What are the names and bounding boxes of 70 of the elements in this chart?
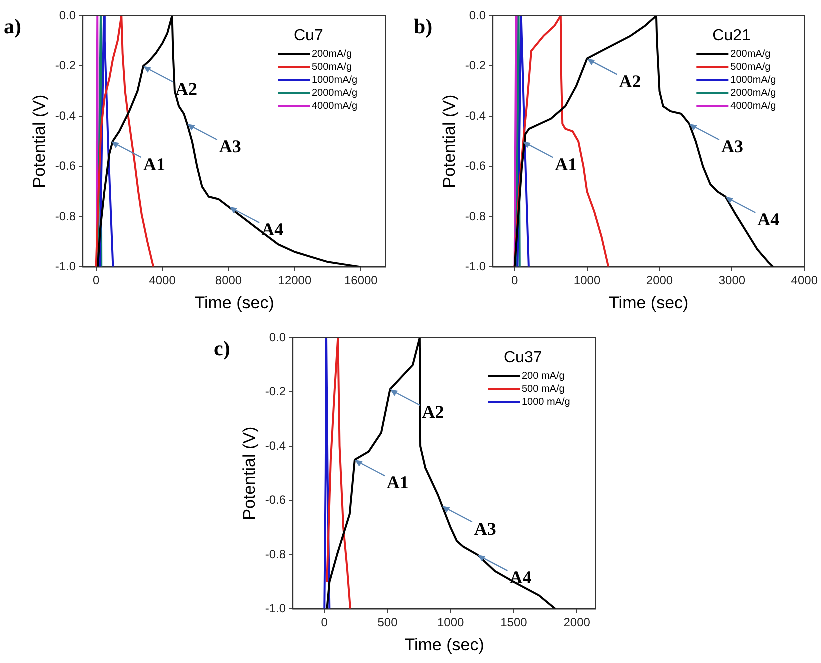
y-tick-label: 0.0 xyxy=(59,8,76,22)
annotation: A1 xyxy=(386,472,409,493)
legend-title: Cu21 xyxy=(712,27,752,44)
y-axis-title: Potential (V) xyxy=(30,94,49,188)
chart-title: b) xyxy=(414,14,433,38)
legend-label: 4000mA/g xyxy=(312,100,358,112)
y-axis-title: Potential (V) xyxy=(440,94,459,188)
y-tick-label: 0.0 xyxy=(469,8,486,22)
y-tick-label: -0.4 xyxy=(265,438,286,453)
x-tick-label: 1500 xyxy=(500,616,528,630)
legend-label: 2000mA/g xyxy=(312,88,358,99)
legend-label: 200mA/g xyxy=(312,48,352,60)
legend-title: Cu37 xyxy=(504,349,542,366)
annotation: A2 xyxy=(175,78,198,99)
y-tick-label: -1.0 xyxy=(265,602,286,616)
x-axis-title: Time (sec) xyxy=(609,293,689,312)
legend-label: 200 mA/g xyxy=(522,370,565,382)
y-tick-label: -0.4 xyxy=(465,108,486,123)
y-tick-label: -0.2 xyxy=(55,58,76,73)
legend-label: 1000mA/g xyxy=(312,74,358,86)
annotation: A1 xyxy=(144,154,166,174)
x-tick-label: 500 xyxy=(378,616,398,630)
x-axis-title: Time (sec) xyxy=(404,635,484,654)
annotation: A4 xyxy=(262,220,284,240)
legend-label: 1000 mA/g xyxy=(522,396,570,408)
x-tick-label: 3000 xyxy=(718,274,746,288)
x-tick-label: 0 xyxy=(321,616,328,630)
annotation: A2 xyxy=(422,402,444,422)
legend-label: 1000mA/g xyxy=(730,74,776,86)
x-tick-label: 0 xyxy=(92,274,100,288)
annotation: A1 xyxy=(555,154,578,174)
y-tick-label: -0.6 xyxy=(465,159,486,174)
annotation: A4 xyxy=(510,568,532,588)
x-tick-label: 1000 xyxy=(438,616,465,630)
x-tick-label: 1000 xyxy=(574,274,601,288)
legend-label: 500mA/g xyxy=(730,62,771,73)
y-tick-label: -0.8 xyxy=(55,209,76,224)
y-axis-title: Potential (V) xyxy=(240,426,259,520)
legend-label: 4000mA/g xyxy=(730,100,776,112)
x-tick-label: 12000 xyxy=(278,274,312,288)
y-tick-label: -1.0 xyxy=(55,260,76,274)
annotation: A3 xyxy=(219,136,242,157)
annotation: A2 xyxy=(619,71,642,92)
annotation: A4 xyxy=(758,210,780,230)
chart-title: c) xyxy=(214,336,230,360)
x-tick-label: 16000 xyxy=(344,274,378,288)
x-tick-label: 2000 xyxy=(564,616,591,630)
legend-label: 2000mA/g xyxy=(730,88,776,99)
x-tick-label: 4000 xyxy=(149,274,176,288)
x-tick-label: 2000 xyxy=(646,274,674,288)
y-tick-label: -0.6 xyxy=(55,159,76,174)
legend-label: 500 mA/g xyxy=(522,384,565,395)
x-tick-label: 0 xyxy=(511,274,518,288)
y-tick-label: -0.6 xyxy=(265,493,286,508)
y-tick-label: -1.0 xyxy=(465,260,486,274)
y-tick-label: -0.8 xyxy=(265,547,286,562)
x-tick-label: 8000 xyxy=(215,274,242,288)
legend-label: 200mA/g xyxy=(730,48,771,60)
y-tick-label: -0.8 xyxy=(465,209,486,224)
annotation: A3 xyxy=(474,518,496,539)
y-tick-label: -0.4 xyxy=(55,108,76,123)
legend-title: Cu7 xyxy=(294,27,324,44)
chart-title: a) xyxy=(4,14,22,38)
annotation: A3 xyxy=(721,136,744,157)
x-tick-label: 4000 xyxy=(791,274,818,288)
y-tick-label: 0.0 xyxy=(269,330,286,344)
legend-label: 500mA/g xyxy=(312,62,352,73)
y-tick-label: -0.2 xyxy=(265,384,286,399)
y-tick-label: -0.2 xyxy=(465,58,486,73)
x-axis-title: Time (sec) xyxy=(194,293,274,312)
